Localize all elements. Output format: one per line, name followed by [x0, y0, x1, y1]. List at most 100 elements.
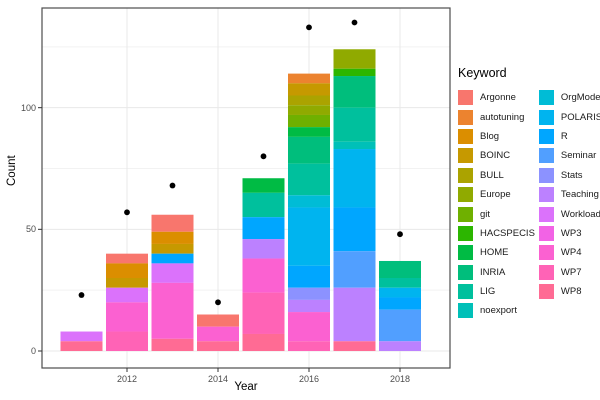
bar-segment-seminar [379, 309, 421, 342]
bar-segment-bull [288, 95, 330, 106]
y-tick-label: 50 [25, 224, 36, 235]
legend-swatch-icon [458, 90, 473, 106]
bar-segment-wp8 [151, 338, 194, 351]
bar-segment-inria [288, 136, 330, 164]
legend-label: WP7 [560, 266, 582, 278]
legend-swatch-icon [538, 245, 554, 261]
bar-segment-boinc [106, 278, 148, 288]
legend-item-seminar: Seminar [538, 146, 600, 165]
legend-item-wp3: WP3 [538, 224, 600, 243]
data-point [124, 209, 130, 216]
legend-item-r: R [538, 127, 600, 146]
bar-segment-home [288, 127, 330, 137]
bar-segment-wp7 [106, 331, 148, 351]
legend-item-argonne: Argonne [458, 88, 535, 107]
bar-segment-r [151, 253, 194, 264]
bar-segment-wp4 [151, 282, 194, 339]
legend-label: Stats [560, 169, 583, 181]
legend-item-polaris: POLARIS [538, 107, 600, 126]
legend-label: Workload [560, 208, 600, 220]
data-point [215, 299, 221, 306]
bar-segment-r [379, 297, 421, 310]
legend-item-boinc: BOINC [458, 146, 535, 165]
bar-segment-polaris [333, 149, 376, 208]
legend-item-noexport: noexport [458, 301, 535, 320]
bar-segment-blog [106, 263, 148, 279]
bar-segment-lig [242, 192, 285, 218]
panel-border [41, 7, 451, 369]
legend-label: OrgMode [560, 92, 600, 104]
legend-label: WP3 [560, 227, 582, 239]
legend-item-teaching: Teaching [538, 185, 600, 204]
bar-segment-blog [151, 231, 194, 244]
bar-segment-lig [333, 107, 376, 142]
bar-segment-lig [379, 278, 421, 288]
legend-swatch-icon [538, 187, 554, 203]
legend-swatch-icon [538, 128, 554, 144]
legend-label: autotuning [480, 111, 525, 123]
data-point [397, 231, 403, 238]
legend-swatch-icon [458, 109, 473, 125]
legend-swatch-icon [538, 109, 554, 125]
y-axis-title: Count [6, 155, 18, 186]
legend-item-workload: Workload [538, 204, 600, 223]
bar-segment-europe [333, 49, 376, 69]
legend-label: Argonne [480, 92, 516, 104]
y-tick-label: 0 [30, 346, 36, 356]
bar-segment-inria [333, 76, 376, 108]
bar-segment-r [242, 217, 285, 240]
legend-label: POLARIS [560, 111, 600, 123]
bar-segment-r [333, 207, 376, 252]
legend-label: WP4 [560, 247, 582, 259]
legend-item-wp7: WP7 [538, 263, 600, 282]
x-tick-label: 2014 [207, 374, 229, 384]
legend-item-wp8: WP8 [538, 282, 600, 301]
legend-swatch-icon [538, 148, 554, 164]
bar-segment-boinc [151, 243, 194, 254]
legend-swatch-icon [538, 206, 554, 222]
legend-swatch-icon [458, 167, 473, 183]
legend-item-git: git [458, 204, 535, 223]
bar-segment-stats [288, 287, 330, 300]
legend-item-orgmode: OrgMode [538, 88, 600, 107]
legend-swatch-icon [458, 303, 473, 319]
legend-column: OrgMode POLARIS R Seminar Stats Teaching Workl… [538, 88, 600, 321]
bar-segment-wp8 [60, 341, 103, 351]
data-point [351, 19, 358, 26]
legend-swatch-icon [458, 264, 473, 280]
legend-label: LIG [480, 286, 496, 298]
legend-label: WP8 [560, 286, 582, 298]
legend-label: BULL [480, 169, 504, 181]
legend-label: git [480, 208, 491, 220]
bar-segment-lig [288, 163, 330, 196]
bar-segment-hacspecis [333, 68, 376, 77]
bar-segment-europe [288, 105, 330, 115]
legend-items: Argonne autotuning Blog BOINC BULL Europe git H… [458, 88, 600, 321]
data-point [169, 182, 176, 189]
bar-segment-boinc [288, 83, 330, 96]
bar-segment-wp4 [106, 302, 148, 332]
data-point [78, 292, 85, 298]
bar-segment-teaching [288, 299, 330, 313]
legend-label: R [560, 130, 568, 142]
bar-segment-inria [379, 260, 421, 279]
legend-swatch-icon [458, 206, 473, 222]
bar-segment-teaching [242, 239, 285, 259]
legend-item-hacspecis: HACSPECIS [458, 224, 535, 243]
legend-swatch-icon [538, 225, 554, 241]
x-tick-label: 2018 [389, 374, 411, 384]
bar-segment-polaris [288, 207, 330, 266]
legend-label: Blog [480, 130, 500, 142]
legend-item-blog: Blog [458, 127, 535, 146]
legend-swatch-icon [538, 167, 554, 183]
legend-label: BOINC [480, 150, 511, 162]
bar-segment-wp7 [242, 292, 285, 334]
x-tick-label: 2012 [116, 374, 138, 384]
bar-segment-wp8 [242, 333, 285, 351]
x-axis-title: Year [234, 381, 258, 393]
x-tick-label: 2016 [298, 374, 320, 384]
legend-item-europe: Europe [458, 185, 535, 204]
bar-segment-wp8 [197, 341, 239, 351]
